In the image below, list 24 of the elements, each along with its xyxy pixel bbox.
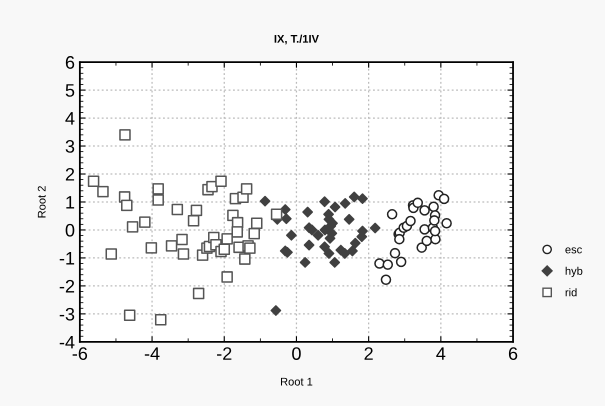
legend-label: rid [566, 288, 577, 296]
x-tick-label: -2 [217, 347, 232, 360]
x-axis-title: Root 1 [280, 378, 312, 386]
y-tick-label: 2 [66, 168, 74, 181]
legend-label: esc [565, 247, 582, 254]
x-tick-label: 4 [436, 347, 446, 360]
y-tick-label: 5 [66, 84, 74, 97]
x-tick-label: -4 [144, 347, 160, 360]
legend-label: hyb [566, 266, 582, 278]
chart-title: IX, T./1IV [274, 34, 319, 44]
y-tick-label: -4 [60, 336, 74, 348]
y-tick-label: -1 [60, 252, 74, 264]
x-tick-label: 6 [508, 347, 518, 360]
x-tick-label: -6 [72, 347, 88, 360]
y-axis-title: Root 2 [38, 186, 46, 218]
x-tick-label: 0 [292, 347, 301, 360]
y-tick-label: -2 [60, 280, 74, 292]
y-tick-label: 0 [66, 224, 74, 237]
y-tick-label: 4 [65, 112, 74, 125]
x-tick-label: 2 [364, 347, 373, 360]
y-tick-label: 3 [66, 140, 74, 153]
y-tick-label: -3 [60, 308, 74, 321]
y-tick-label: 6 [66, 56, 74, 69]
y-tick-label: 1 [66, 196, 74, 209]
